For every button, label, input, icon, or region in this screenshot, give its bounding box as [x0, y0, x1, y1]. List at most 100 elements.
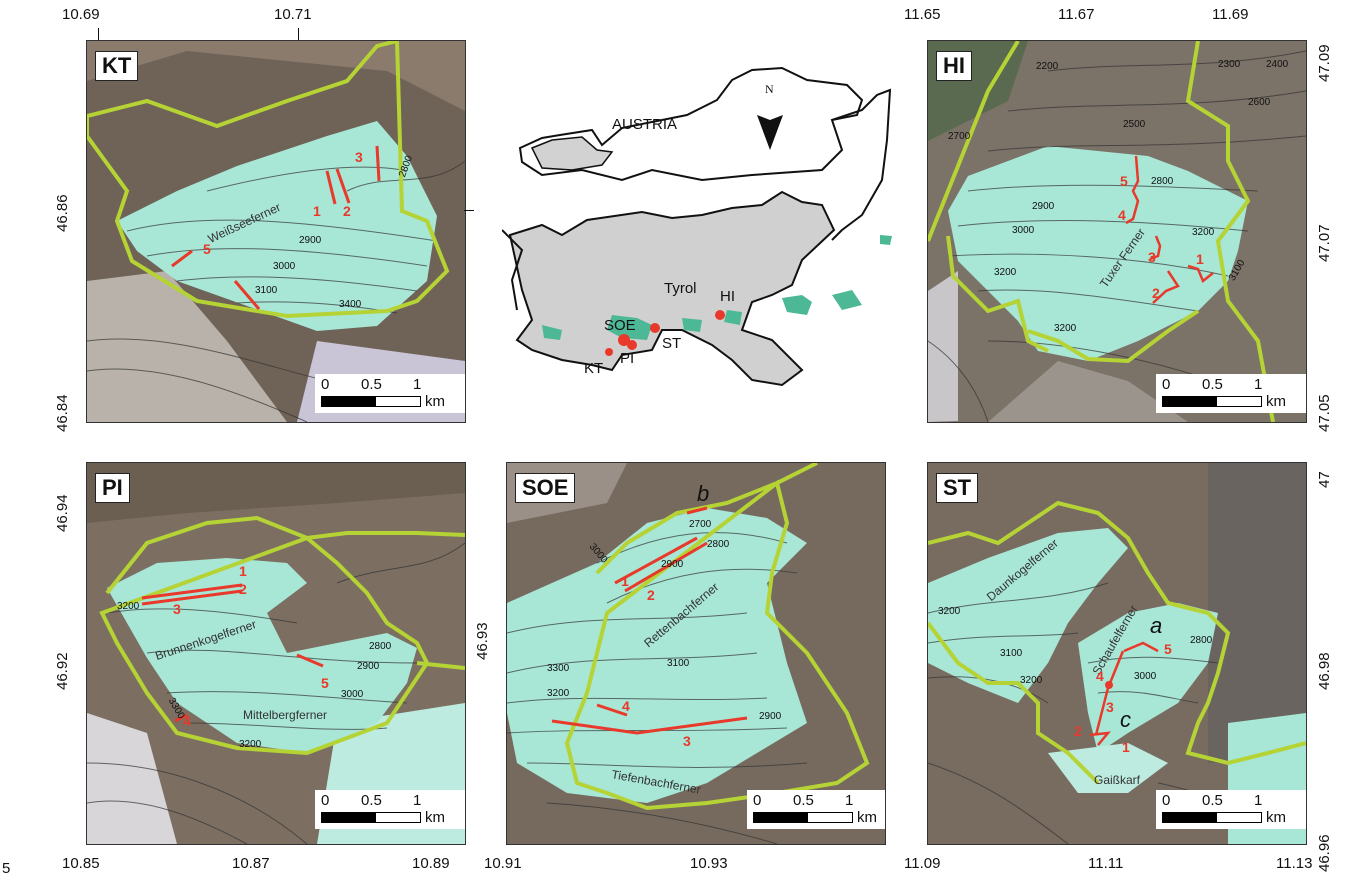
profile-number: 5 [203, 241, 211, 257]
pi-map [87, 463, 465, 844]
profile-number: 2 [1152, 285, 1160, 301]
overview-svg [501, 66, 892, 387]
profile-number: 1 [1196, 251, 1204, 267]
st-map [928, 463, 1306, 844]
profile-number: 5 [321, 675, 329, 691]
x-tick-label: 10.87 [232, 855, 270, 872]
profile-number: 2 [647, 587, 655, 603]
contour-label: 2700 [689, 519, 712, 530]
profile-number: 4 [1118, 207, 1126, 223]
glacier-label: Mittelbergferner [243, 708, 328, 722]
site-label-soe: SOE [604, 317, 636, 334]
profile-number: 1 [239, 563, 247, 579]
contour-label: 3200 [1192, 227, 1215, 238]
contour-label: 3200 [994, 267, 1017, 278]
panel-tag-kt: KT [95, 51, 139, 81]
profile-number: 5 [1164, 641, 1172, 657]
panel-soe: SOE Rettenbachferner Tiefenbachferner 1 … [506, 462, 886, 845]
profile-number: 1 [621, 573, 629, 589]
profile-number: 4 [1096, 668, 1104, 684]
x-tick-label: 10.91 [484, 855, 522, 872]
x-tick-label: 10.89 [412, 855, 450, 872]
panel-tag-hi: HI [936, 51, 972, 81]
profile-number: 2 [239, 581, 247, 597]
x-tick-label: 11.13 [1276, 855, 1313, 872]
profile-number: 3 [1106, 699, 1114, 715]
profile-number: 4 [622, 698, 630, 714]
contour-label: 3100 [667, 658, 690, 669]
contour-label: 2900 [661, 559, 684, 570]
profile-number: 1 [313, 203, 321, 219]
x-tick-label: 11.65 [904, 6, 941, 23]
contour-label: 3200 [1054, 323, 1077, 334]
y-tick-label: 46.92 [54, 652, 71, 690]
y-tick-label: 47.07 [1316, 224, 1333, 262]
contour-label: 2600 [1248, 97, 1271, 108]
contour-label: 2900 [759, 711, 782, 722]
contour-label: 2800 [1151, 176, 1174, 187]
north-arrow-label: N [765, 82, 774, 96]
contour-label: 2700 [948, 131, 971, 142]
scale-bar: 0 0.5 1 km [747, 790, 885, 829]
profile-number: 3 [355, 149, 363, 165]
y-tick-label: 46.86 [54, 194, 71, 232]
profile-number: 2 [1074, 723, 1082, 739]
x-tick-label: 11.11 [1088, 855, 1124, 872]
profile-number: 3 [683, 733, 691, 749]
contour-label: 3000 [273, 261, 296, 272]
hi-map [928, 41, 1306, 422]
panel-tag-st: ST [936, 473, 979, 503]
country-label: AUSTRIA [612, 116, 678, 133]
x-tick-label: 10.85 [62, 855, 100, 872]
contour-label: 3200 [117, 601, 140, 612]
contour-label: 3200 [239, 739, 262, 750]
profile-number: 3 [1148, 249, 1156, 265]
scale-bar: 0 0.5 1 km [1156, 374, 1306, 413]
contour-label: 3000 [1012, 225, 1035, 236]
x-tick-label: 10.69 [62, 6, 100, 23]
profile-number: 3 [173, 601, 181, 617]
contour-label: 3200 [547, 688, 570, 699]
panel-kt: KT Weißseeferner 1 2 3 5 2800 2900 3000 … [86, 40, 466, 423]
x-tick-label: 11.69 [1212, 6, 1249, 23]
zone-letter: c [1120, 707, 1131, 732]
contour-label: 3400 [339, 299, 362, 310]
page-number: 5 [2, 860, 11, 877]
y-tick-label: 46.98 [1316, 652, 1333, 690]
x-tick-label: 11.09 [904, 855, 941, 872]
contour-label: 3100 [1000, 648, 1023, 659]
contour-label: 3200 [1020, 675, 1043, 686]
y-tick-label: 46.96 [1316, 834, 1333, 872]
contour-label: 3000 [341, 689, 364, 700]
profile-number: 5 [1120, 173, 1128, 189]
contour-label: 2900 [357, 661, 380, 672]
panel-pi: PI Brunnenkogelferner Mittelbergferner 1… [86, 462, 466, 845]
panel-tag-soe: SOE [515, 473, 576, 503]
zone-letter: a [1150, 613, 1163, 638]
site-label-kt: KT [584, 360, 604, 377]
contour-label: 2800 [369, 641, 392, 652]
contour-label: 2400 [1266, 59, 1289, 70]
glacier-label: Gaißkarf [1094, 773, 1141, 787]
contour-label: 3200 [938, 606, 961, 617]
panel-hi: HI Tuxer Ferner 1 2 3 4 5 2200 2300 2400… [927, 40, 1307, 423]
panel-st: ST Daunkogelferner Schaufelferner Gaißka… [927, 462, 1307, 845]
panel-tag-pi: PI [95, 473, 130, 503]
y-tick-label: 46.94 [54, 494, 71, 532]
y-tick-label: 47.05 [1316, 394, 1333, 432]
site-label-st: ST [662, 335, 682, 352]
y-tick-label: 46.84 [54, 394, 71, 432]
site-label-pi: PI [620, 350, 635, 367]
profile-number: 4 [183, 713, 191, 729]
x-tick-label: 10.93 [690, 855, 728, 872]
y-tick-label: 47 [1316, 471, 1333, 488]
overview-map: AUSTRIA N Tyrol HI SOE ST PI KT [501, 40, 897, 410]
region-label: Tyrol [664, 280, 697, 297]
scale-bar: 0 0.5 1 km [315, 374, 465, 413]
contour-label: 2900 [1032, 201, 1055, 212]
contour-label: 2200 [1036, 61, 1059, 72]
contour-label: 3100 [255, 285, 278, 296]
x-tick-label: 10.71 [274, 6, 312, 23]
contour-label: 2800 [707, 539, 730, 550]
contour-label: 2900 [299, 235, 322, 246]
